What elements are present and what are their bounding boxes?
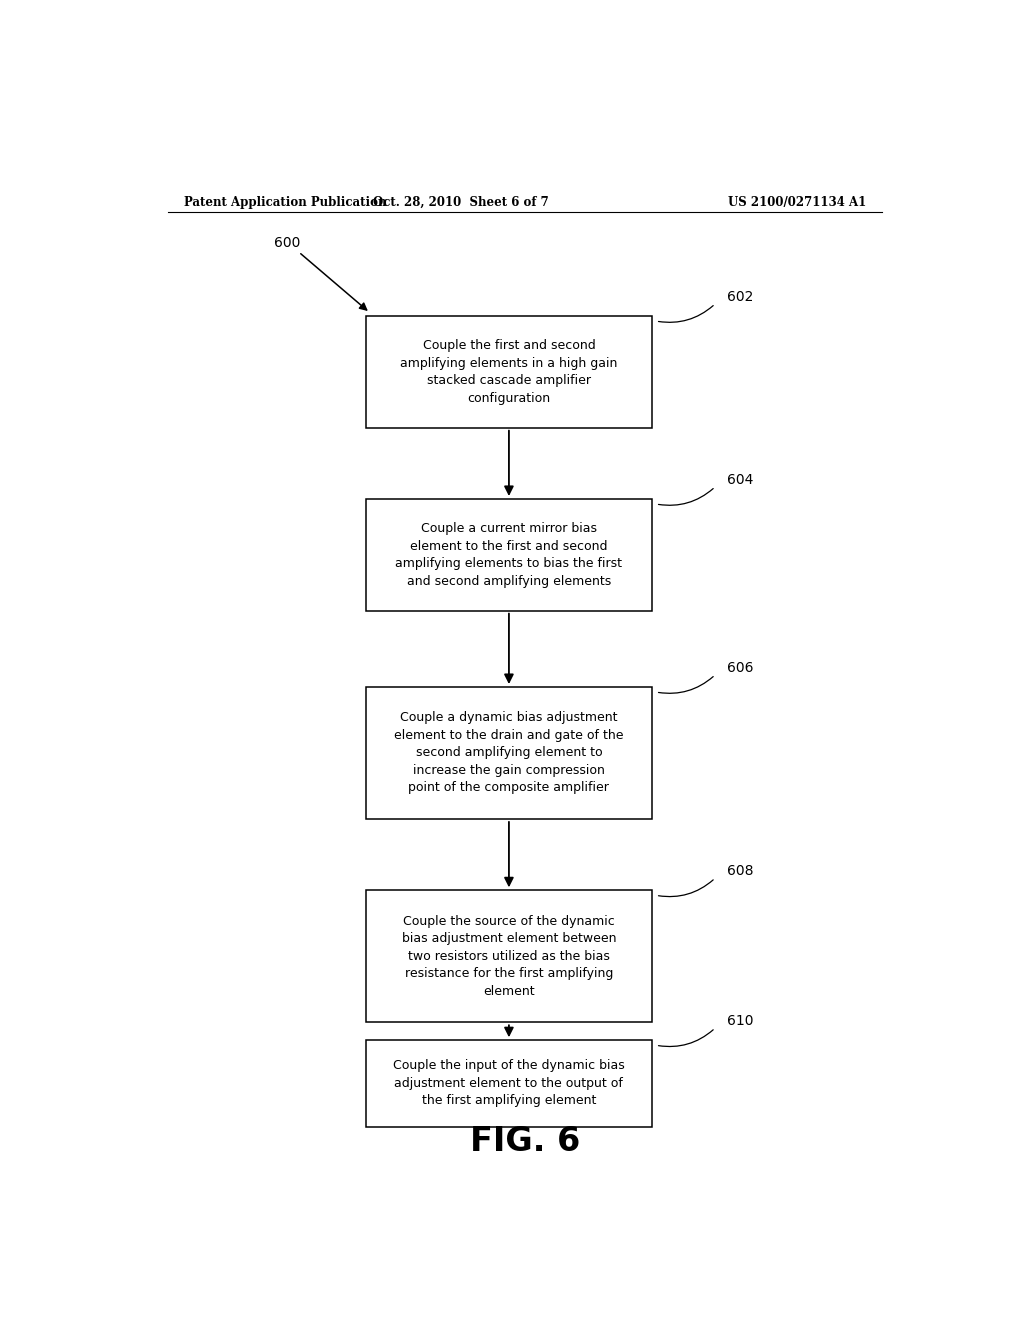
Text: US 2100/0271134 A1: US 2100/0271134 A1 — [728, 195, 866, 209]
Text: Couple the input of the dynamic bias
adjustment element to the output of
the fir: Couple the input of the dynamic bias adj… — [393, 1060, 625, 1107]
Text: Oct. 28, 2010  Sheet 6 of 7: Oct. 28, 2010 Sheet 6 of 7 — [374, 195, 549, 209]
Text: 602: 602 — [727, 290, 754, 304]
Bar — [367, 686, 651, 818]
Text: Couple the first and second
amplifying elements in a high gain
stacked cascade a: Couple the first and second amplifying e… — [400, 339, 617, 405]
Text: Patent Application Publication: Patent Application Publication — [183, 195, 386, 209]
Text: 608: 608 — [727, 865, 754, 878]
Bar — [367, 315, 651, 428]
Text: Couple the source of the dynamic
bias adjustment element between
two resistors u: Couple the source of the dynamic bias ad… — [401, 915, 616, 998]
Text: FIG. 6: FIG. 6 — [470, 1125, 580, 1158]
Text: 600: 600 — [273, 236, 300, 249]
Text: Couple a dynamic bias adjustment
element to the drain and gate of the
second amp: Couple a dynamic bias adjustment element… — [394, 711, 624, 795]
Bar — [367, 890, 651, 1022]
Text: Couple a current mirror bias
element to the first and second
amplifying elements: Couple a current mirror bias element to … — [395, 521, 623, 587]
Text: 610: 610 — [727, 1014, 754, 1028]
Text: 606: 606 — [727, 661, 754, 675]
Bar — [367, 499, 651, 611]
Bar — [367, 1040, 651, 1126]
Text: 604: 604 — [727, 473, 754, 487]
